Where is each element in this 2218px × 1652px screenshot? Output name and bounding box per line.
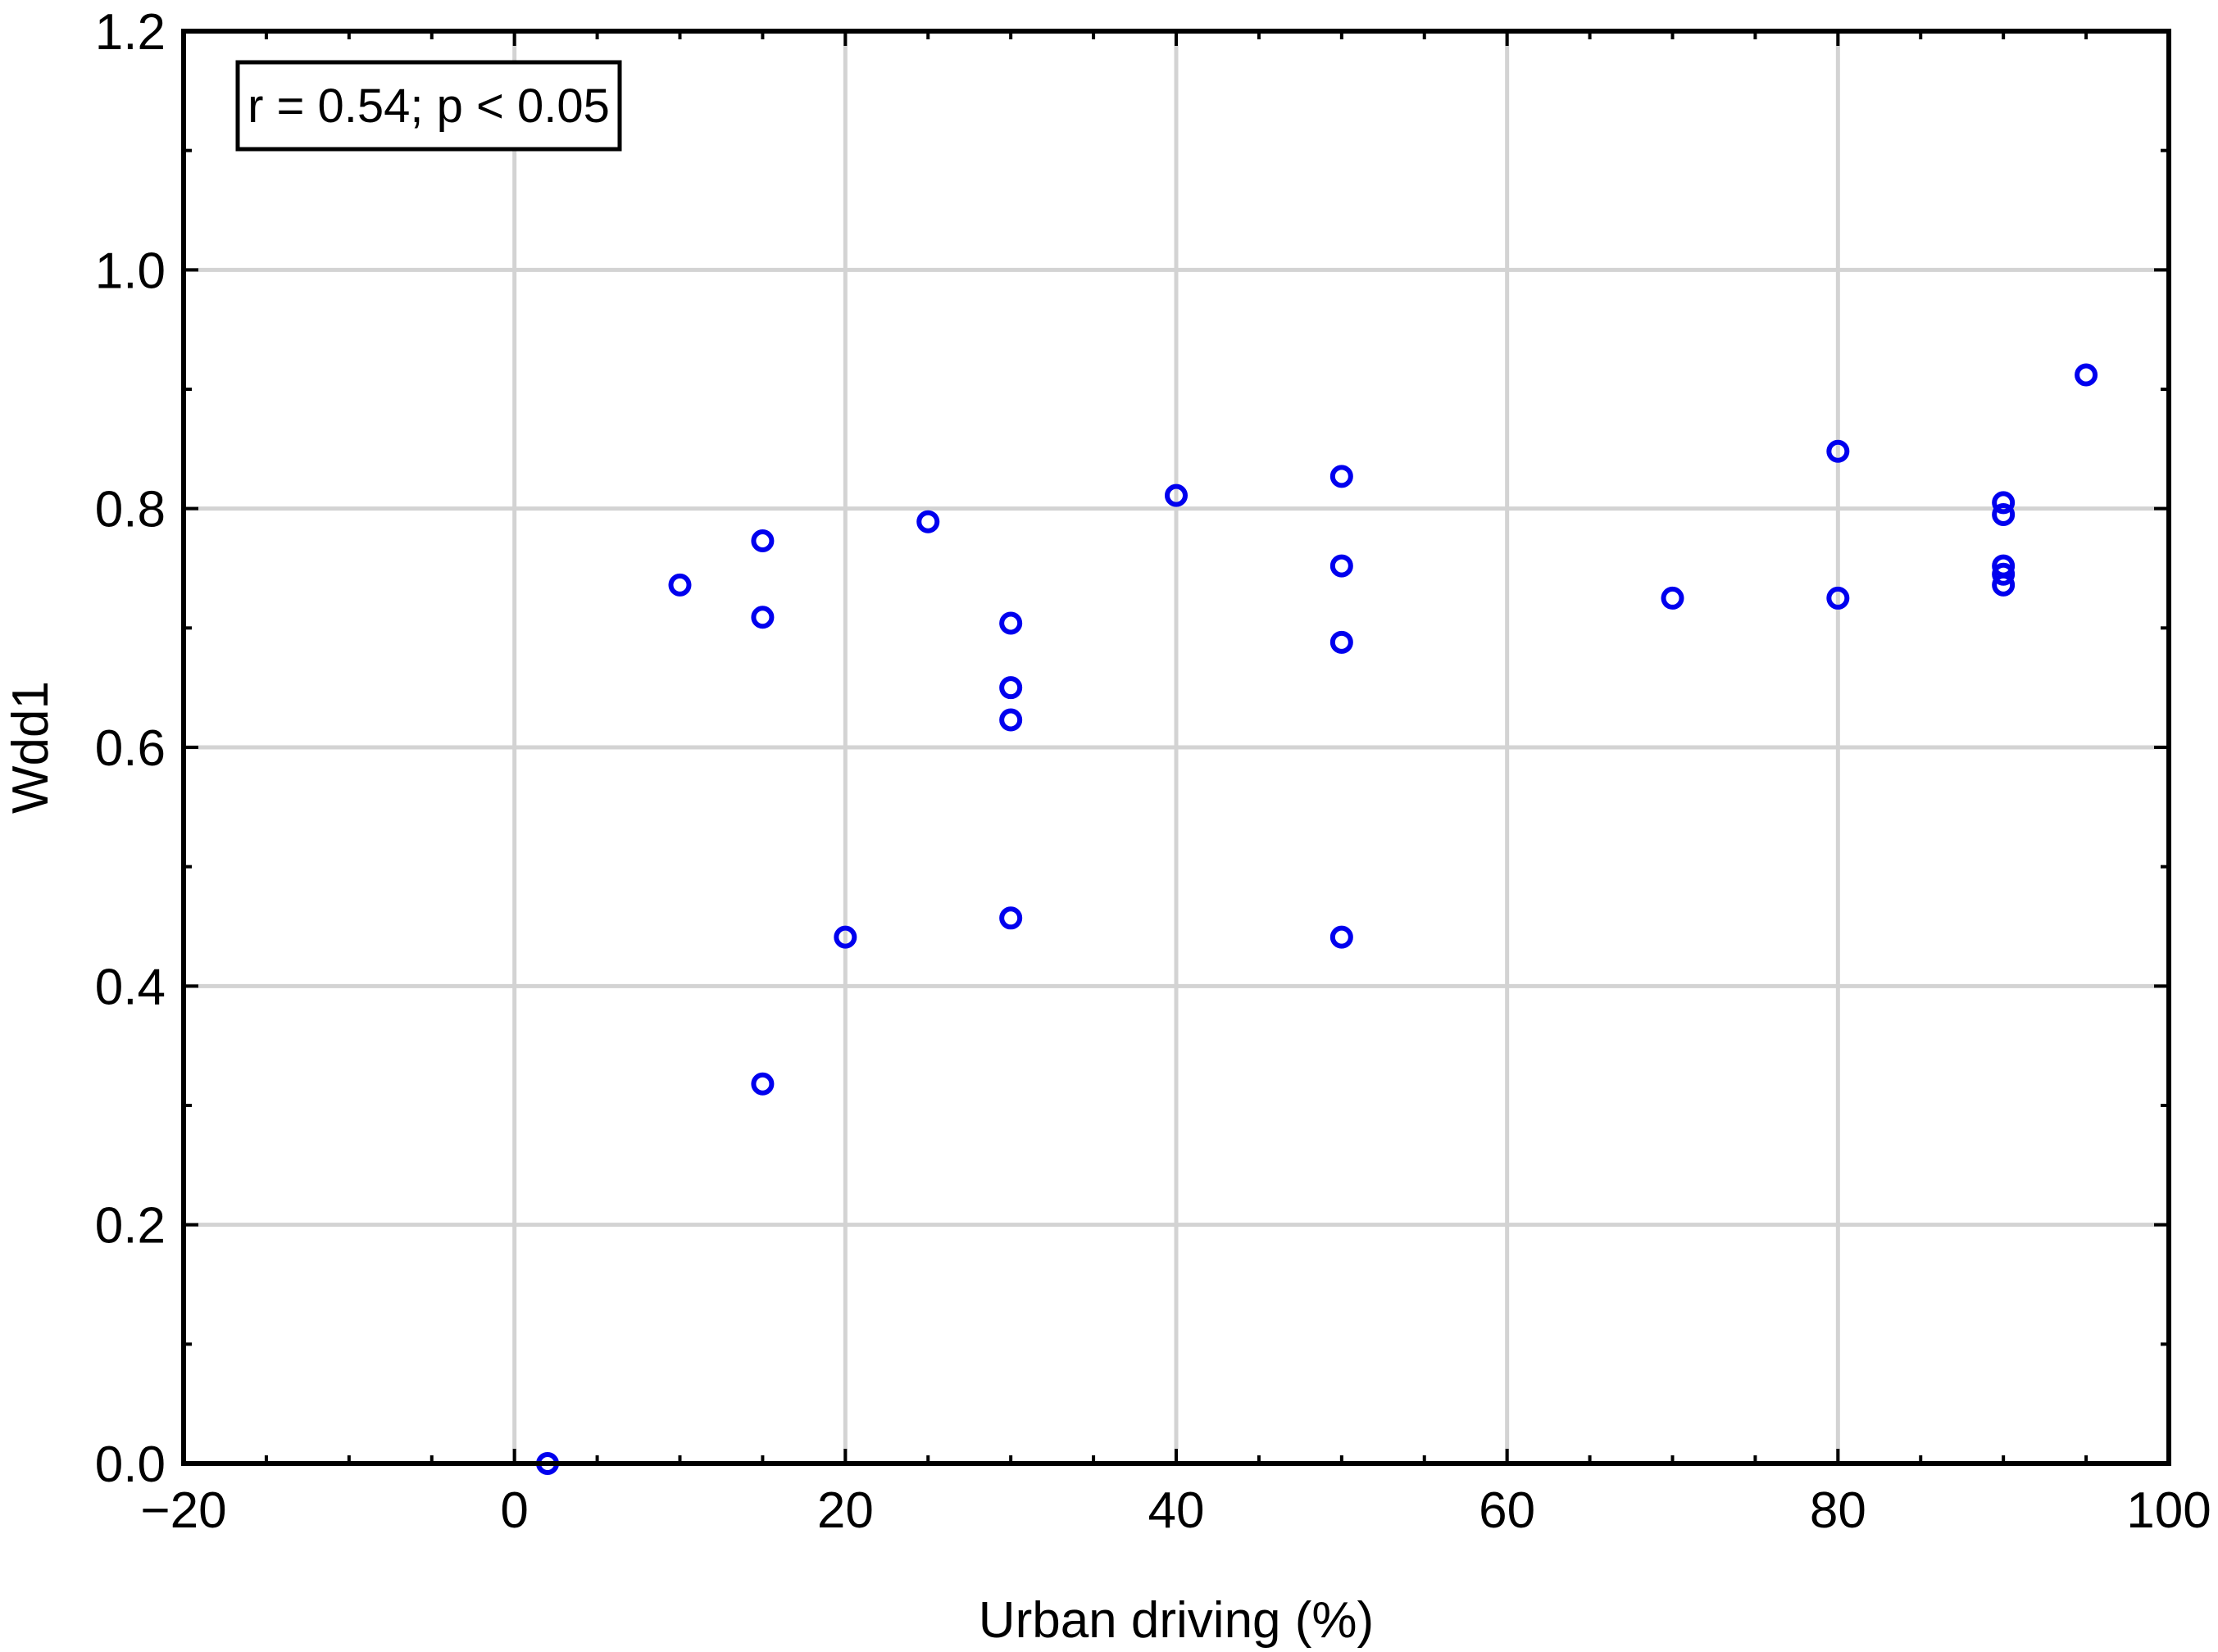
data-point [999, 906, 1023, 930]
x-tick-label: 80 [1810, 1482, 1866, 1539]
y-tick-label: 0.6 [95, 720, 166, 777]
y-tick-label: 1.2 [95, 4, 166, 61]
data-point [916, 510, 940, 533]
y-tick-label: 0.4 [95, 959, 166, 1015]
data-point [751, 529, 775, 552]
data-point [999, 708, 1023, 732]
correlation-annotation: r = 0.54; p < 0.05 [235, 60, 622, 152]
data-point [2075, 363, 2098, 387]
data-point [1329, 925, 1353, 949]
y-tick-label: 0.8 [95, 482, 166, 538]
y-axis-title: Wdd1 [2, 681, 59, 814]
y-tick-label: 0.2 [95, 1198, 166, 1255]
data-point [1992, 491, 2016, 515]
data-point [1826, 586, 1850, 610]
x-tick-label: 40 [1148, 1482, 1205, 1539]
data-point [1165, 483, 1188, 507]
data-point [1329, 465, 1353, 488]
y-tick-label: 0.0 [95, 1436, 166, 1493]
x-tick-label: 20 [817, 1482, 874, 1539]
grid-lines [184, 31, 2169, 1464]
data-point [1329, 630, 1353, 654]
data-point [751, 1072, 775, 1096]
y-tick-labels: 0.0 0.2 0.4 0.6 0.8 1.0 1.2 [95, 4, 166, 1493]
annotation-box [235, 60, 622, 152]
data-point [1661, 586, 1684, 610]
data-point [999, 611, 1023, 635]
data-point [1992, 573, 2016, 597]
x-tick-label: 60 [1479, 1482, 1535, 1539]
y-tick-label: 1.0 [95, 243, 166, 299]
data-points [536, 363, 2098, 1475]
x-tick-labels: −20 0 20 40 60 80 100 [140, 1482, 2211, 1539]
data-point [751, 606, 775, 629]
data-point [999, 676, 1023, 700]
x-tick-label: 100 [2126, 1482, 2211, 1539]
x-axis-title: Urban driving (%) [979, 1592, 1374, 1649]
annotation-text: r = 0.54; p < 0.05 [248, 79, 610, 133]
x-tick-label: 0 [500, 1482, 528, 1539]
data-point [1329, 554, 1353, 578]
data-point [668, 573, 692, 597]
x-tick-label: −20 [140, 1482, 226, 1539]
plot-frame [181, 29, 2171, 1466]
data-point [1992, 502, 2016, 526]
data-point [834, 925, 857, 949]
data-point [1826, 439, 1850, 463]
data-point [1992, 562, 2016, 586]
